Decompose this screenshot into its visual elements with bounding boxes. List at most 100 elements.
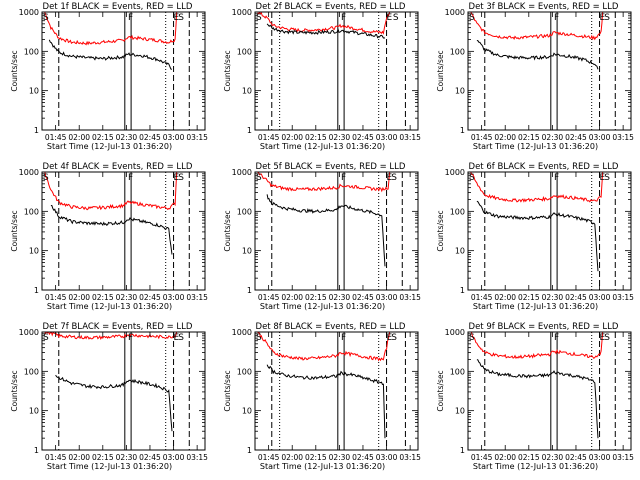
y-axis-label: Counts/sec — [223, 370, 232, 411]
x-tick-label: 03:15 — [612, 453, 634, 462]
y-tick-label: 10 — [29, 247, 39, 256]
y-tick-label: 10 — [455, 87, 465, 96]
marker-label-s: S — [393, 13, 399, 23]
x-tick-label: 03:00 — [163, 453, 185, 462]
panel-det-4: Det 4f BLACK = Events, RED = LLD 1 10 100 10… — [10, 162, 208, 311]
panel-series-group — [257, 172, 391, 267]
series-lld — [44, 172, 178, 211]
x-tick-label: 02:00 — [68, 453, 90, 462]
marker-label-s: S — [43, 13, 49, 23]
y-axis-label: Counts/sec — [10, 210, 19, 251]
marker-label-e: E — [600, 13, 606, 23]
y-tick-label: 100 — [24, 47, 39, 56]
x-tick-label: 02:15 — [92, 133, 114, 142]
marker-label-s: S — [391, 173, 397, 183]
series-lld — [257, 332, 391, 362]
x-tick-label: 02:15 — [518, 133, 540, 142]
x-tick-label: 02:30 — [329, 133, 351, 142]
series-lld — [470, 172, 604, 203]
marker-label-f: F — [128, 173, 133, 183]
panel-title: Det 2f BLACK = Events, RED = LLD — [256, 2, 406, 12]
x-tick-label: 03:00 — [376, 293, 398, 302]
marker-label-s: S — [178, 13, 184, 23]
series-lld — [470, 332, 604, 360]
series-events — [476, 359, 599, 439]
marker-label-f: F — [341, 333, 346, 343]
panel-series-group — [44, 12, 178, 70]
panel-title: Det 6f BLACK = Events, RED = LLD — [469, 162, 619, 172]
y-tick-label: 10 — [29, 87, 39, 96]
x-tick-label: 02:45 — [139, 133, 161, 142]
x-tick-label: 03:00 — [376, 453, 398, 462]
x-tick-label: 02:45 — [139, 293, 161, 302]
series-lld — [470, 12, 604, 41]
series-lld — [257, 172, 391, 193]
marker-label-e: E — [387, 333, 393, 343]
x-tick-label: 02:30 — [116, 293, 138, 302]
x-tick-label: 03:00 — [163, 293, 185, 302]
x-tick-label: 02:00 — [68, 133, 90, 142]
x-tick-label: 02:15 — [92, 453, 114, 462]
y-tick-label: 100 — [237, 367, 252, 376]
x-tick-label: 02:00 — [494, 453, 516, 462]
y-tick-label: 100 — [450, 367, 465, 376]
y-tick-label: 100 — [450, 47, 465, 56]
marker-label-f: F — [554, 173, 559, 183]
x-tick-label: 02:15 — [518, 293, 540, 302]
series-lld — [44, 12, 178, 46]
x-tick-label: 01:45 — [471, 133, 493, 142]
x-axis-label: Start Time (12-Jul-13 01:36:20) — [260, 302, 385, 311]
panel-series-group — [257, 12, 391, 39]
panel-title: Det 7f BLACK = Events, RED = LLD — [43, 322, 193, 332]
y-axis-label: Counts/sec — [436, 210, 445, 251]
series-events — [55, 374, 173, 432]
panel-det-1: Det 1f BLACK = Events, RED = LLD 1 10 100 10… — [10, 2, 208, 151]
panel-title: Det 5f BLACK = Events, RED = LLD — [256, 162, 406, 172]
y-tick-label: 1000 — [232, 8, 252, 17]
marker-label-s: S — [604, 173, 610, 183]
marker-label-s: S — [256, 173, 262, 183]
x-tick-label: 02:45 — [352, 293, 374, 302]
marker-label-e: E — [387, 173, 393, 183]
marker-label-s: S — [469, 333, 475, 343]
x-tick-label: 02:45 — [565, 453, 587, 462]
x-tick-label: 03:00 — [163, 133, 185, 142]
y-axis-label: Counts/sec — [436, 50, 445, 91]
marker-label-f: F — [554, 333, 559, 343]
panel-title: Det 4f BLACK = Events, RED = LLD — [43, 162, 193, 172]
panel-det-5: Det 5f BLACK = Events, RED = LLD 1 10 100 10… — [223, 162, 421, 311]
y-tick-label: 1000 — [445, 168, 465, 177]
panel-title: Det 1f BLACK = Events, RED = LLD — [43, 2, 193, 12]
y-axis-label: Counts/sec — [10, 50, 19, 91]
x-tick-label: 03:00 — [589, 133, 611, 142]
marker-label-f: F — [128, 333, 133, 343]
marker-label-e: E — [174, 173, 180, 183]
series-events — [476, 200, 599, 272]
y-tick-label: 1 — [247, 286, 252, 295]
x-tick-label: 02:30 — [542, 453, 564, 462]
x-tick-label: 02:45 — [565, 133, 587, 142]
marker-label-f: F — [554, 13, 559, 23]
marker-label-s: S — [391, 333, 397, 343]
x-axis-label: Start Time (12-Jul-13 01:36:20) — [473, 302, 598, 311]
plot-frame — [254, 171, 419, 291]
series-events — [50, 205, 173, 255]
x-tick-label: 03:00 — [589, 453, 611, 462]
plot-frame — [41, 331, 206, 451]
y-axis-label: Counts/sec — [223, 50, 232, 91]
x-tick-label: 02:30 — [329, 293, 351, 302]
panel-det-9: Det 9f BLACK = Events, RED = LLD 1 10 100 10… — [436, 322, 634, 471]
x-tick-label: 02:00 — [494, 293, 516, 302]
series-events — [476, 40, 599, 70]
x-tick-label: 02:30 — [116, 453, 138, 462]
plot-frame — [467, 171, 632, 291]
panel-det-8: Det 8f BLACK = Events, RED = LLD 1 10 100 10… — [223, 322, 421, 471]
y-tick-label: 1000 — [19, 8, 39, 17]
panel-det-3: Det 3f BLACK = Events, RED = LLD 1 10 100 10… — [436, 2, 634, 151]
series-events — [266, 23, 386, 39]
plot-frame — [254, 331, 419, 451]
marker-label-s: S — [256, 333, 262, 343]
y-tick-label: 100 — [237, 207, 252, 216]
y-tick-label: 10 — [455, 247, 465, 256]
